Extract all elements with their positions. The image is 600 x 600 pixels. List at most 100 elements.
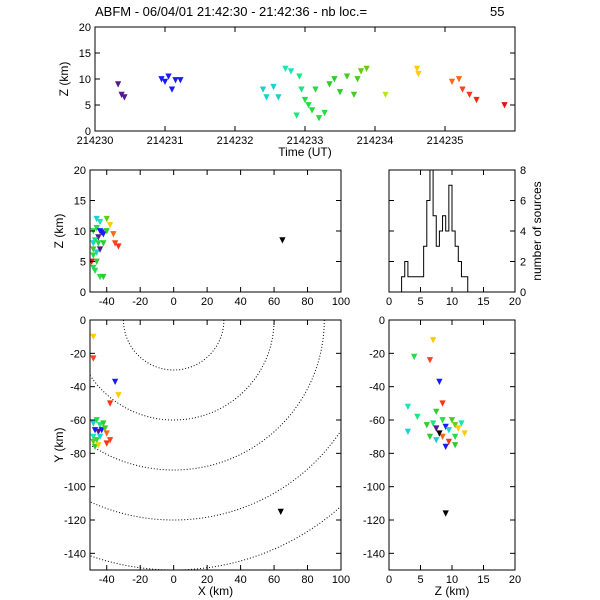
data-point bbox=[354, 76, 361, 83]
plan-view-points bbox=[90, 333, 284, 516]
data-point bbox=[95, 234, 102, 241]
y-axis-label: Z (km) bbox=[52, 214, 66, 249]
data-point bbox=[426, 357, 434, 364]
y-tick-label: 20 bbox=[74, 165, 86, 177]
figure-title: ABFM - 06/04/01 21:42:30 - 21:42:36 - nb… bbox=[95, 4, 367, 19]
y-tick-label: 5 bbox=[80, 257, 86, 269]
data-point bbox=[106, 400, 114, 407]
x-tick-label: 0 bbox=[171, 296, 177, 308]
data-point bbox=[275, 94, 282, 101]
data-point bbox=[98, 229, 105, 236]
data-point bbox=[414, 413, 421, 421]
data-point bbox=[363, 65, 370, 72]
y-tick-label: 15 bbox=[74, 196, 86, 208]
data-point bbox=[95, 442, 102, 449]
y-tick-label: -60 bbox=[70, 415, 86, 427]
x-tick-label: -40 bbox=[99, 296, 115, 308]
y-tick-label: 4 bbox=[520, 226, 526, 238]
height-y-panel: 0 5 10 15 20 0 -20 -40 -60 -80 -100 -120 -140 Z (km) bbox=[363, 315, 521, 598]
data-point bbox=[111, 378, 119, 386]
data-point bbox=[448, 78, 456, 85]
data-point bbox=[331, 76, 338, 83]
data-point bbox=[93, 225, 100, 232]
x-tick-label: 20 bbox=[509, 574, 521, 586]
x-height-panel: -40 -20 0 20 40 60 80 100 0 5 10 15 20 Z (km) bbox=[52, 165, 350, 308]
data-point bbox=[106, 437, 114, 444]
x-axis-label: Z (km) bbox=[435, 584, 470, 598]
data-point bbox=[466, 91, 473, 98]
x-tick-label: 5 bbox=[417, 296, 423, 308]
data-point bbox=[343, 73, 351, 80]
data-point bbox=[439, 400, 446, 407]
data-point bbox=[96, 246, 104, 253]
x-tick-label: 15 bbox=[477, 296, 489, 308]
data-point bbox=[106, 222, 114, 229]
y-tick-label: -40 bbox=[70, 382, 86, 394]
data-point bbox=[442, 443, 449, 451]
data-point bbox=[93, 215, 100, 223]
data-point bbox=[461, 430, 468, 437]
data-point bbox=[96, 218, 104, 226]
range-ring bbox=[122, 320, 225, 371]
y-tick-label: -120 bbox=[64, 515, 86, 527]
data-point bbox=[382, 91, 389, 98]
data-point bbox=[442, 423, 449, 431]
y-tick-label: -80 bbox=[70, 448, 86, 460]
data-point bbox=[350, 91, 358, 98]
y-tick-label: 10 bbox=[74, 226, 86, 238]
x-tick-label: 80 bbox=[301, 296, 313, 308]
data-point bbox=[336, 89, 344, 96]
y-tick-label: 15 bbox=[79, 48, 91, 60]
x-tick-label: 0 bbox=[386, 574, 392, 586]
x-tick-label: 214231 bbox=[147, 135, 184, 147]
y-axis-label: Z (km) bbox=[57, 62, 71, 97]
data-point bbox=[263, 94, 270, 101]
x-tick-label: 214234 bbox=[357, 135, 394, 147]
data-point bbox=[433, 408, 440, 416]
data-point bbox=[95, 240, 102, 247]
height-y-frame bbox=[388, 319, 516, 571]
plan-view-range-rings bbox=[90, 320, 341, 570]
histogram-steps bbox=[389, 169, 515, 293]
x-tick-label: 214230 bbox=[77, 135, 114, 147]
data-point bbox=[426, 433, 434, 441]
data-point bbox=[455, 425, 462, 432]
data-point bbox=[459, 86, 466, 93]
x-tick-label: 10 bbox=[446, 296, 458, 308]
x-tick-label: -20 bbox=[132, 574, 148, 586]
y-tick-label: 8 bbox=[520, 165, 526, 177]
x-tick-label: 80 bbox=[301, 574, 313, 586]
data-point bbox=[445, 427, 452, 434]
data-point bbox=[91, 267, 99, 275]
data-point bbox=[115, 392, 122, 399]
data-point bbox=[96, 433, 104, 441]
y-tick-label: -20 bbox=[369, 348, 385, 360]
data-point bbox=[90, 433, 97, 441]
x-tick-label: 40 bbox=[234, 574, 246, 586]
x-tick-label: 214232 bbox=[217, 135, 254, 147]
x-tick-label: 214233 bbox=[287, 135, 324, 147]
x-tick-label: 20 bbox=[201, 296, 213, 308]
data-point bbox=[96, 422, 104, 429]
data-point bbox=[90, 355, 97, 362]
x-tick-label: 0 bbox=[386, 296, 392, 308]
data-point bbox=[121, 94, 128, 101]
y-tick-label: -120 bbox=[363, 515, 385, 527]
data-point bbox=[100, 420, 107, 427]
y-tick-label: 5 bbox=[85, 100, 91, 112]
x-tick-label: 214235 bbox=[427, 135, 464, 147]
data-point bbox=[115, 243, 122, 250]
x-tick-label: 20 bbox=[509, 296, 521, 308]
data-point bbox=[95, 428, 102, 436]
data-point bbox=[473, 96, 480, 104]
data-point bbox=[90, 264, 97, 271]
data-point bbox=[445, 438, 452, 446]
x-tick-label: -40 bbox=[99, 574, 115, 586]
y-tick-label: -20 bbox=[70, 348, 86, 360]
data-point bbox=[455, 76, 463, 83]
data-point bbox=[452, 442, 459, 449]
data-point bbox=[277, 508, 284, 516]
x-tick-label: 60 bbox=[268, 574, 280, 586]
